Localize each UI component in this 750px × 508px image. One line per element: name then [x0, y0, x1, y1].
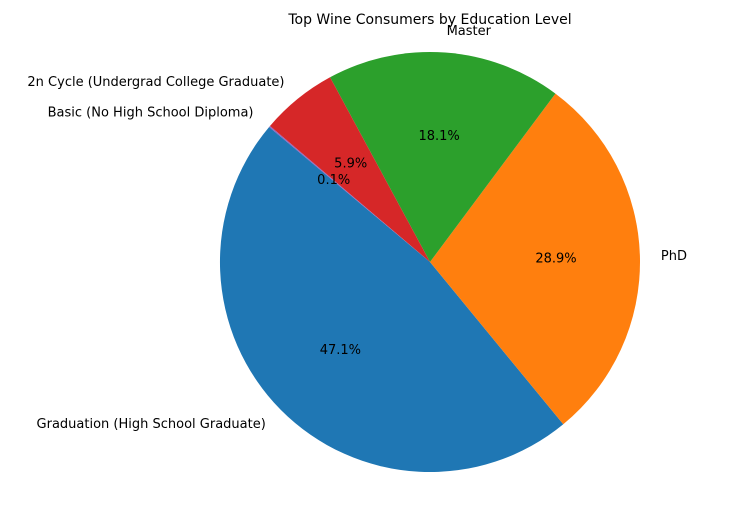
slice-percent-graduation-high-school-graduate: 47.1% [320, 343, 361, 358]
pie-labels: Graduation (High School Graduate) 47.1% Ph… [27, 24, 687, 432]
slice-percent-2n-cycle-undergrad-college-graduate: 5.9% [334, 157, 367, 172]
chart-title: Top Wine Consumers by Education Level [287, 12, 571, 28]
pie-slice-master [330, 52, 556, 262]
slice-label-master: Master [447, 24, 492, 39]
pie-slice-2n-cycle-undergrad-college-graduate [269, 77, 430, 262]
slice-label-graduation-high-school-graduate: Graduation (High School Graduate) [37, 417, 266, 432]
slice-label-phd: PhD [661, 249, 687, 264]
slice-percent-phd: 28.9% [535, 252, 576, 267]
slice-label-2n-cycle-undergrad-college-graduate: 2n Cycle (Undergrad College Graduate) [27, 75, 284, 90]
slice-percent-master: 18.1% [418, 129, 459, 144]
slice-label-basic-no-high-school-diploma: Basic (No High School Diploma) [48, 106, 254, 121]
pie-slice-basic-no-high-school-diploma [269, 126, 430, 262]
pie-slices [219, 52, 641, 473]
pie-slice-phd [430, 93, 641, 425]
pie-slice-graduation-high-school-graduate [219, 127, 564, 473]
slice-percent-basic-no-high-school-diploma: 0.1% [317, 173, 350, 188]
